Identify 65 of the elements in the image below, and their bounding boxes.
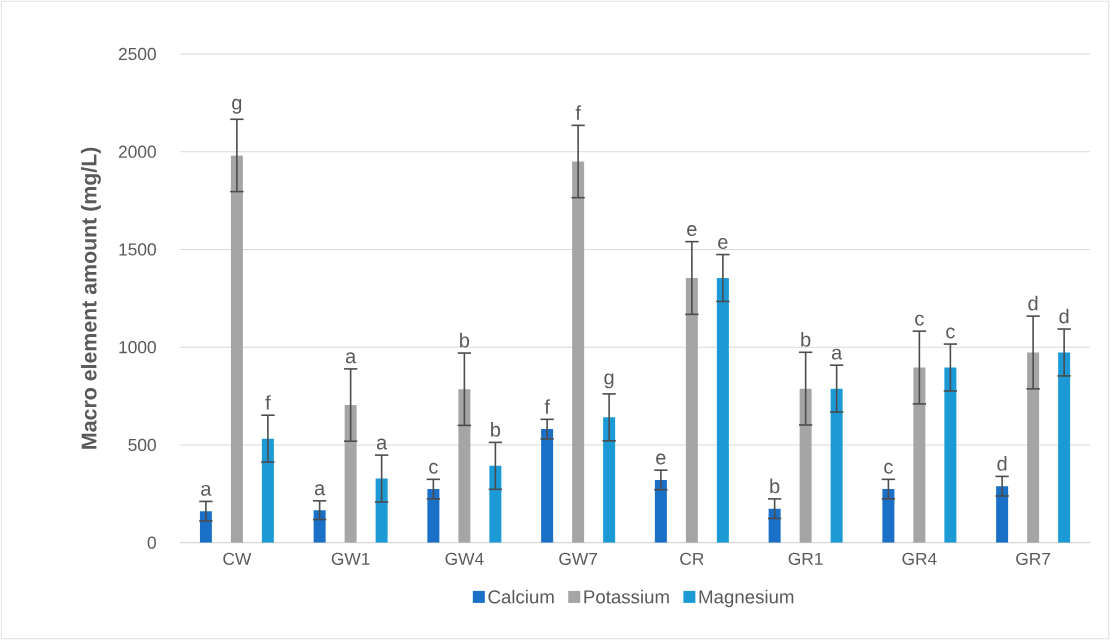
bar: [489, 465, 502, 543]
data-label: b: [770, 478, 780, 494]
bar: [541, 429, 554, 543]
bar: [1058, 352, 1071, 543]
bar: [716, 278, 729, 543]
bar: [799, 388, 812, 543]
data-label: e: [718, 238, 728, 249]
bar: [230, 155, 243, 543]
legend-label: Calcium: [488, 589, 554, 604]
y-tick-label: 2500: [118, 47, 156, 61]
data-label: d: [997, 456, 1007, 471]
bar: [768, 508, 781, 543]
x-tick-label: GW1: [331, 552, 370, 565]
bar: [458, 389, 471, 543]
data-label: e: [687, 225, 697, 237]
data-label: a: [314, 484, 326, 496]
x-tick-label: GR7: [1016, 552, 1051, 565]
data-label: a: [201, 484, 212, 496]
data-label: a: [376, 438, 388, 450]
y-tick-label: 0: [147, 536, 156, 549]
data-label: b: [491, 422, 501, 437]
bar: [344, 405, 357, 543]
bar: [427, 489, 440, 543]
data-label: f: [265, 395, 271, 410]
data-label: a: [345, 352, 357, 364]
x-tick-label: GR4: [902, 552, 937, 565]
x-tick-label: GR1: [788, 552, 823, 565]
data-label: g: [604, 373, 614, 389]
y-tick-label: 1500: [119, 243, 156, 256]
bar: [261, 438, 274, 543]
data-label: a: [831, 348, 843, 360]
data-label: c: [946, 327, 955, 339]
bar: [572, 161, 585, 543]
y-tick-label: 1000: [119, 341, 156, 354]
bar: [685, 278, 698, 543]
data-label: f: [575, 105, 581, 120]
data-label: b: [801, 332, 811, 347]
bar: [913, 367, 926, 543]
legend-label: Potassium: [584, 589, 669, 604]
x-tick-label: GW7: [559, 552, 597, 565]
x-tick-label: GW4: [445, 552, 484, 565]
y-tick-label: 2000: [118, 145, 156, 158]
data-label: c: [915, 314, 924, 326]
data-label: b: [460, 332, 470, 348]
data-label: g: [232, 98, 242, 114]
data-label: e: [656, 453, 666, 465]
y-axis-title: Macro element amount (mg/L): [80, 147, 101, 449]
bar: [375, 478, 388, 543]
legend-label: Magnesium: [699, 589, 794, 608]
x-tick-label: CR: [680, 552, 704, 565]
bar: [654, 479, 667, 543]
bar: [882, 489, 895, 543]
data-label: f: [544, 399, 550, 414]
bar: [313, 510, 326, 543]
data-label: d: [1059, 308, 1069, 324]
data-label: d: [1028, 295, 1038, 311]
bar: [830, 388, 843, 543]
bar: [603, 417, 616, 543]
y-tick-label: 500: [128, 438, 156, 452]
data-label: c: [429, 462, 438, 474]
bar: [1027, 352, 1040, 543]
data-label: c: [884, 462, 893, 474]
bar: [996, 486, 1009, 543]
bar: [944, 367, 957, 543]
x-tick-label: CW: [223, 552, 252, 565]
